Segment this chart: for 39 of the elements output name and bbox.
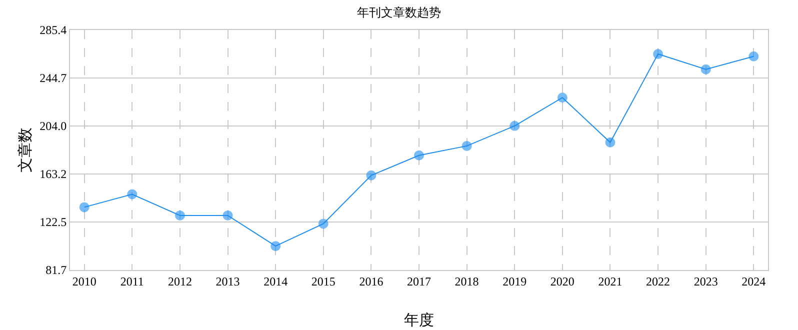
point — [700, 64, 711, 74]
y-tick-label: 163.2 — [40, 167, 67, 182]
point — [653, 49, 664, 60]
point — [557, 92, 568, 103]
y-tick-label: 244.7 — [40, 71, 67, 86]
x-tick-label: 2024 — [742, 274, 766, 288]
x-tick-label: 2021 — [598, 274, 622, 288]
point — [605, 137, 616, 148]
x-tick-label: 2014 — [264, 274, 288, 288]
x-tick-label: 2023 — [694, 274, 718, 288]
x-tick-label: 2016 — [359, 274, 384, 288]
x-axis-title: 年度 — [404, 312, 434, 329]
x-tick-label: 2018 — [454, 274, 479, 288]
x-tick-label: 2015 — [311, 274, 336, 288]
point — [79, 202, 90, 212]
x-tick-label: 2019 — [502, 274, 527, 288]
point — [748, 51, 759, 62]
x-tick-label: 2011 — [120, 274, 144, 288]
y-tick-label: 122.5 — [40, 215, 67, 230]
y-tick-label: 81.7 — [46, 263, 67, 278]
point — [127, 189, 138, 200]
x-tick-label: 2010 — [72, 274, 96, 288]
point — [510, 120, 520, 131]
y-tick-label: 204.0 — [40, 119, 67, 134]
point — [222, 210, 233, 220]
y-axis-title: 文章数 — [17, 128, 34, 172]
point — [174, 210, 185, 220]
x-tick-label: 2017 — [407, 274, 431, 288]
point — [270, 241, 281, 252]
point — [318, 218, 328, 229]
x-tick-label: 2020 — [550, 274, 574, 288]
x-tick-label: 2012 — [168, 274, 192, 288]
y-tick-label: 285.4 — [40, 23, 67, 38]
point — [462, 140, 472, 151]
chart-title: 年刊文章数趋势 — [357, 6, 441, 20]
x-tick-label: 2013 — [216, 274, 240, 288]
point — [414, 150, 424, 160]
x-tick-label: 2022 — [646, 274, 670, 288]
point — [366, 170, 376, 180]
